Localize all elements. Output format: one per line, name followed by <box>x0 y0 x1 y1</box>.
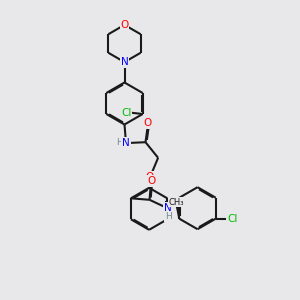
Text: O: O <box>120 20 129 30</box>
Text: Cl: Cl <box>227 214 237 224</box>
Text: N: N <box>164 203 171 213</box>
Text: N: N <box>121 57 128 67</box>
Text: CH₃: CH₃ <box>169 198 184 207</box>
Text: O: O <box>144 118 152 128</box>
Text: O: O <box>145 172 154 182</box>
Text: H: H <box>165 212 172 221</box>
Text: Cl: Cl <box>121 107 131 118</box>
Text: N: N <box>122 138 130 148</box>
Text: H: H <box>116 138 123 147</box>
Text: O: O <box>147 176 155 186</box>
